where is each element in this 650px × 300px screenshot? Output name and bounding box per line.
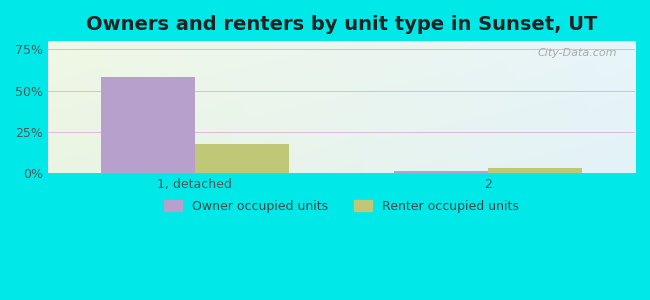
Bar [194,144,289,173]
Bar [101,77,194,173]
Text: City-Data.com: City-Data.com [538,48,617,58]
Title: Owners and renters by unit type in Sunset, UT: Owners and renters by unit type in Sunse… [86,15,597,34]
Bar [395,171,488,173]
Bar [488,168,582,173]
Legend: Owner occupied units, Renter occupied units: Owner occupied units, Renter occupied un… [159,194,524,218]
